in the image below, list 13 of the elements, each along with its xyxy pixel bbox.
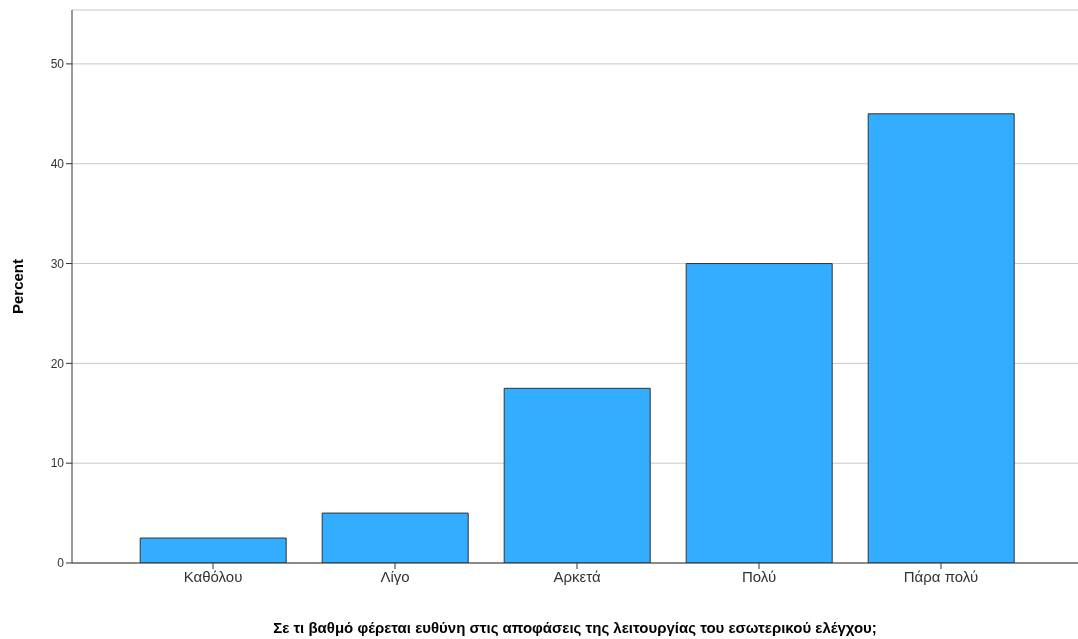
x-tick-label: Καθόλου (183, 567, 243, 585)
x-tick-label: Λίγο (380, 567, 410, 585)
x-axis-title: Σε τι βαθμό φέρεται ευθύνη στις αποφάσεις της λειτουργίας του εσωτερικού ελέγχου; (273, 619, 877, 636)
y-tick-label: 40 (50, 156, 65, 171)
y-axis-title: Percent (9, 258, 27, 315)
y-tick-label: 30 (50, 256, 65, 271)
x-tick-label: Αρκετά (553, 567, 601, 585)
y-tick-label: 50 (50, 57, 65, 72)
y-tick-label: 10 (50, 456, 65, 471)
y-tick-label: 0 (57, 556, 65, 571)
x-tick-label: Πάρα πολύ (903, 567, 979, 585)
x-tick-label: Πολύ (741, 567, 777, 585)
y-tick-label: 20 (50, 356, 65, 371)
